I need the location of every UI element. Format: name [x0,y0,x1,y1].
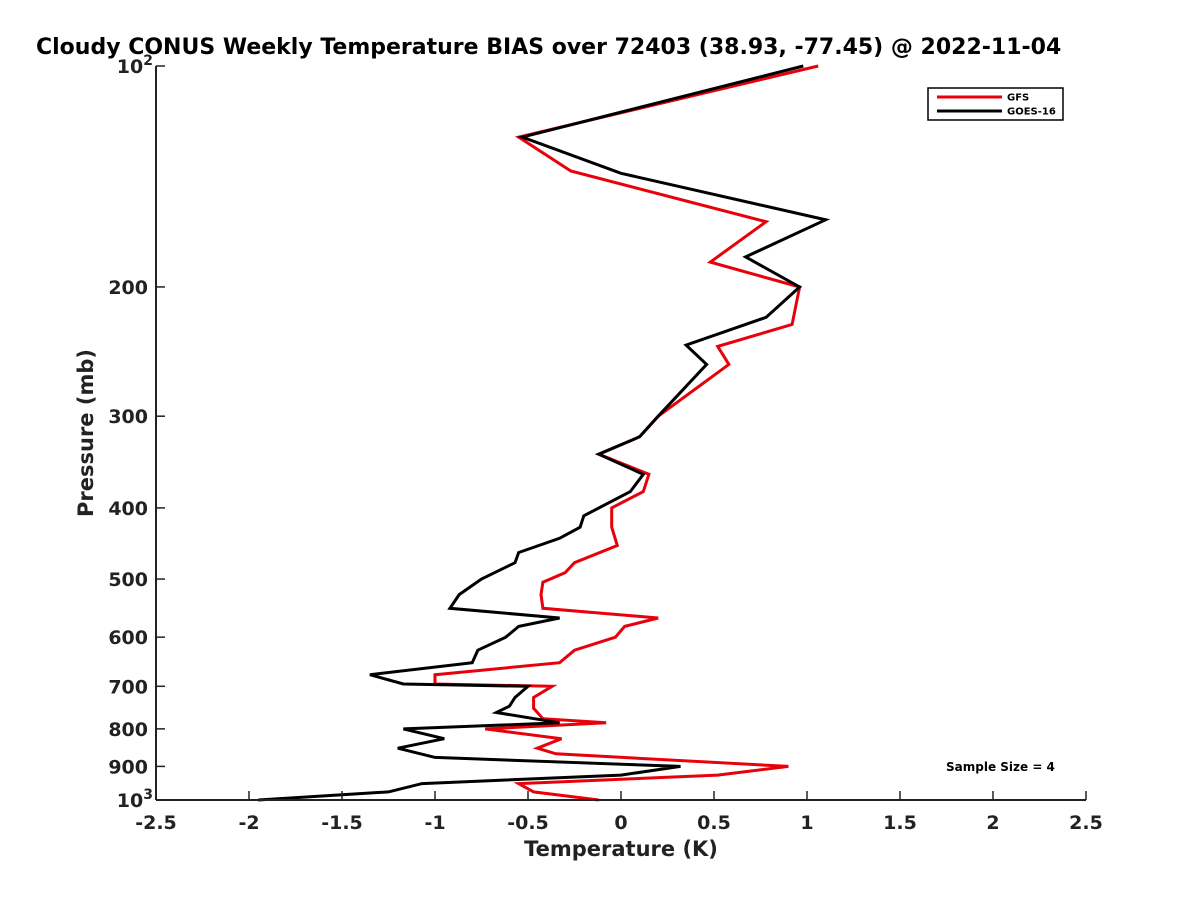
x-tick-label: 2.5 [1069,812,1103,834]
x-tick-label: -1.5 [321,812,363,834]
x-tick-label: 0.5 [697,812,731,834]
y-tick-label: 600 [108,627,148,649]
x-tick-label: -2.5 [135,812,177,834]
legend-label-gfs: GFS [1007,93,1029,104]
x-tick-label: 0 [614,812,627,834]
legend-box [927,87,1064,121]
x-tick-label: 1.5 [883,812,917,834]
y-tick-label: 103 [117,787,153,812]
y-tick-label: 500 [108,569,148,591]
plot-lines [258,64,831,802]
y-tick-label: 700 [108,676,148,698]
y-axis-label: Pressure (mb) [74,349,98,517]
y-tick-label: 102 [117,53,153,78]
x-tick-label: 2 [986,812,999,834]
chart-title: Cloudy CONUS Weekly Temperature BIAS ove… [36,35,1061,60]
x-axis-label: Temperature (K) [524,837,718,861]
x-tick-label: -2 [238,812,259,834]
y-tick-label: 200 [108,277,148,299]
axes [155,66,1086,801]
series-line-gfs [433,64,819,802]
y-ticks: 102 200 300 400 500 600 700 800 900 103 [108,53,165,812]
x-ticks: -2.5 -2 -1.5 -1 -0.5 0 0.5 1 1.5 2 2.5 [135,791,1103,834]
legend: GFS GOES-16 [927,87,1064,121]
x-tick-label: -0.5 [507,812,549,834]
y-tick-label: 300 [108,406,148,428]
legend-label-goes-16: GOES-16 [1007,107,1056,118]
series-line-goes-16 [258,64,831,802]
x-tick-label: -1 [424,812,445,834]
y-tick-label: 800 [108,719,148,741]
x-tick-label: 1 [800,812,813,834]
y-tick-label: 400 [108,498,148,520]
sample-size-note: Sample Size = 4 [946,760,1055,774]
y-tick-label: 900 [108,756,148,778]
